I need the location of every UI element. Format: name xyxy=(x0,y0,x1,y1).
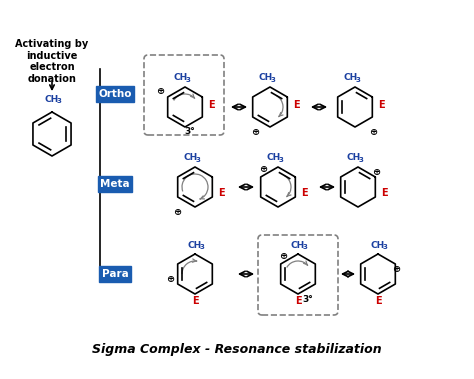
Text: 3°: 3° xyxy=(302,294,313,304)
Text: E: E xyxy=(218,188,224,198)
Text: 3: 3 xyxy=(279,157,283,163)
Text: CH: CH xyxy=(259,74,273,83)
Text: 3: 3 xyxy=(200,244,204,250)
Text: ⊕: ⊕ xyxy=(372,167,380,177)
Text: E: E xyxy=(374,296,381,306)
Text: CH: CH xyxy=(344,74,358,83)
Text: E: E xyxy=(208,100,214,110)
Text: ⊕: ⊕ xyxy=(251,127,259,137)
Text: 3: 3 xyxy=(196,157,201,163)
Text: E: E xyxy=(301,188,307,198)
Text: Meta: Meta xyxy=(100,179,130,189)
Text: ⊕: ⊕ xyxy=(279,251,287,261)
Text: E: E xyxy=(292,100,299,110)
Text: ⊕: ⊕ xyxy=(156,86,164,96)
Text: ⊕: ⊕ xyxy=(173,207,181,217)
Text: Activating by
inductive
electron
donation: Activating by inductive electron donatio… xyxy=(15,39,89,84)
Text: 3: 3 xyxy=(56,98,62,104)
Text: Para: Para xyxy=(101,269,128,279)
Text: CH: CH xyxy=(291,241,305,249)
Text: CH: CH xyxy=(188,241,202,249)
Text: E: E xyxy=(191,296,198,306)
Text: ⊕: ⊕ xyxy=(259,164,267,174)
Text: CH: CH xyxy=(184,153,198,163)
Text: 3: 3 xyxy=(302,244,308,250)
Text: CH: CH xyxy=(347,153,361,163)
Text: E: E xyxy=(378,100,384,110)
Text: 3: 3 xyxy=(383,244,387,250)
Text: Sigma Complex - Resonance stabilization: Sigma Complex - Resonance stabilization xyxy=(92,343,382,356)
Text: ⊕: ⊕ xyxy=(392,264,400,274)
Text: E: E xyxy=(295,296,301,306)
Text: CH: CH xyxy=(45,94,59,103)
Text: CH: CH xyxy=(267,153,281,163)
Text: CH: CH xyxy=(174,74,188,83)
Text: ⊕: ⊕ xyxy=(369,127,377,137)
Text: E: E xyxy=(381,188,387,198)
Text: 3: 3 xyxy=(356,77,360,83)
Text: 3: 3 xyxy=(358,157,364,163)
Text: Ortho: Ortho xyxy=(98,89,132,99)
Text: ⊕: ⊕ xyxy=(166,274,174,284)
Text: 3: 3 xyxy=(185,77,191,83)
Text: 3: 3 xyxy=(271,77,275,83)
Text: 3°: 3° xyxy=(185,127,195,136)
Text: CH: CH xyxy=(371,241,385,249)
